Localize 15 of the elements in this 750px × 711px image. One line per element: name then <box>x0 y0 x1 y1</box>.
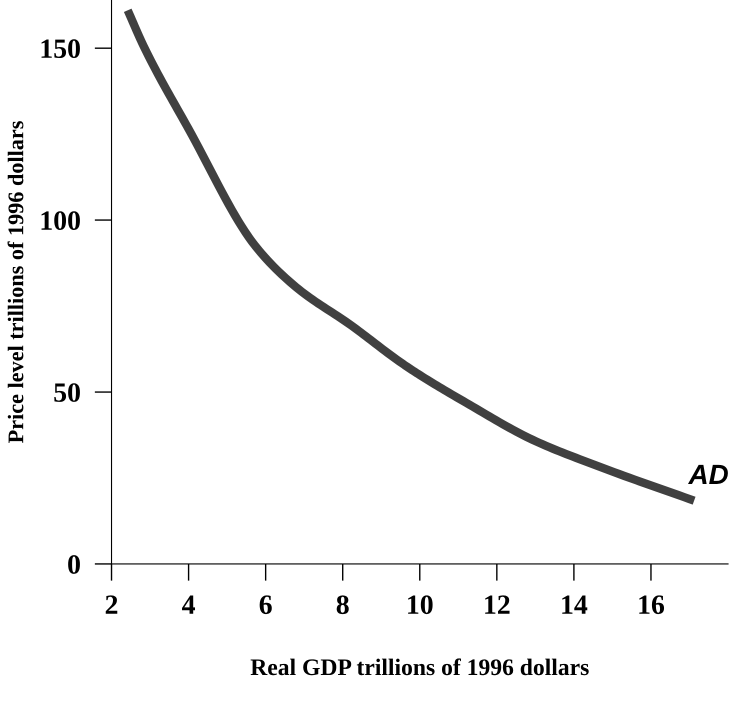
x-tick-label: 4 <box>182 596 196 614</box>
y-tick-label: 150 <box>42 39 80 58</box>
x-tick-label: 10 <box>408 595 433 614</box>
x-tick-label: 16 <box>639 595 664 614</box>
x-tick-label: 8 <box>336 595 349 614</box>
y-tick-label: 50 <box>54 383 80 402</box>
x-tick-label: 14 <box>562 595 588 614</box>
x-axis-title: Real GDP trillions of 1996 dollars <box>250 658 589 676</box>
y-tick-label: 100 <box>42 211 80 230</box>
y-axis-title: Price level trillions of 1996 dollars <box>8 121 24 443</box>
x-tick-label: 12 <box>485 595 510 614</box>
annotation: AD <box>688 464 728 484</box>
x-tick-label: 6 <box>260 595 272 614</box>
x-tick-label: 2 <box>106 595 118 614</box>
y-tick-label: 0 <box>68 555 80 574</box>
